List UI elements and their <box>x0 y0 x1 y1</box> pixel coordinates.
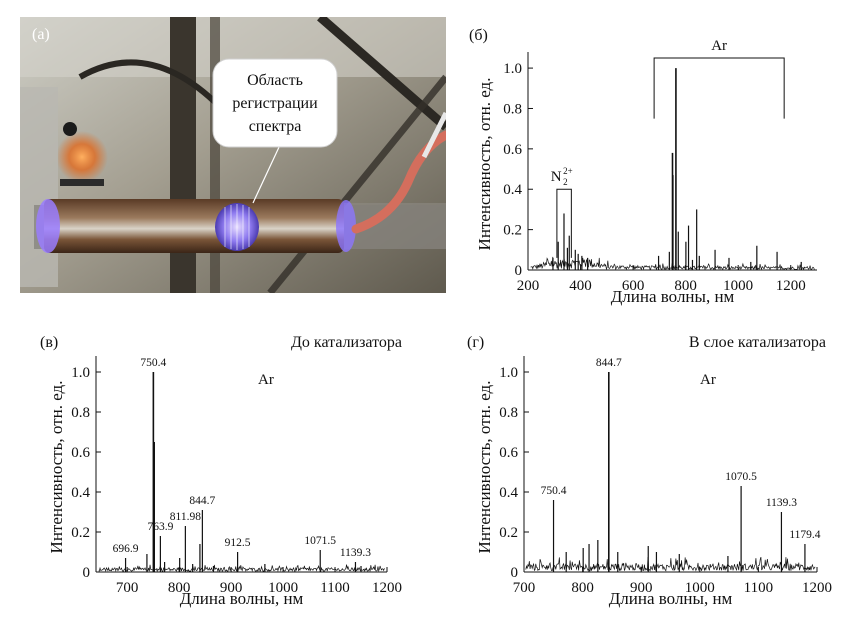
x-tick-label: 700 <box>116 580 139 596</box>
peak-label: 763.9 <box>147 521 173 533</box>
y-tick-label: 1.0 <box>499 365 518 381</box>
y-tick-label: 0.2 <box>71 525 90 541</box>
y-tick-label: 0.2 <box>503 223 522 239</box>
y-tick-label: 0.4 <box>71 485 90 501</box>
x-axis-label: Длина волны, нм <box>180 589 304 608</box>
y-tick-label: 0 <box>511 565 519 581</box>
callout-text-line3: спектра <box>249 118 302 135</box>
y-tick-label: 0.2 <box>499 525 518 541</box>
annotation-sup: 2+ <box>563 166 573 176</box>
x-axis-label: Длина волны, нм <box>609 589 733 608</box>
annotation-bracket <box>653 57 785 119</box>
chart-title: До катализатора <box>291 334 402 351</box>
chart-3: 0 0.2 0.4 0.6 0.8 1.0 700 800 900 1000 1100 1200 Дли… <box>467 334 832 608</box>
chart-title: В слое катализатора <box>689 334 826 351</box>
peak-label: 1139.3 <box>340 547 371 559</box>
x-tick-label: 1000 <box>685 580 715 596</box>
peak-label: 1179.4 <box>789 529 820 541</box>
peak-label: 750.4 <box>541 485 567 497</box>
annotation-bracket <box>556 188 572 258</box>
y-tick-label: 0.4 <box>499 485 518 501</box>
peak-label: 750.4 <box>140 357 166 369</box>
y-axis-label: Интенсивность, отн. ед. <box>475 78 494 251</box>
series-label: Ar <box>700 372 716 388</box>
panel-label: (в) <box>40 334 58 351</box>
callout-text-line1: Область <box>247 72 303 89</box>
peak-label: 1070.5 <box>725 471 757 483</box>
y-tick-label: 0 <box>83 565 91 581</box>
y-tick-label: 0.8 <box>71 405 90 421</box>
y-tick-label: 0.6 <box>503 142 522 158</box>
annotation-sub: 2 <box>563 177 568 187</box>
annotation-label: N <box>551 169 562 185</box>
x-tick-label: 400 <box>569 278 592 294</box>
peak-label: 811.98 <box>170 511 201 523</box>
x-tick-label: 1200 <box>802 580 832 596</box>
x-tick-label: 900 <box>630 580 653 596</box>
chart-2: 0 0.2 0.4 0.6 0.8 1.0 700 800 900 1000 1100 1200 Дли… <box>40 334 402 608</box>
x-tick-label: 800 <box>571 580 594 596</box>
x-tick-label: 900 <box>220 580 243 596</box>
x-tick-label: 800 <box>674 278 697 294</box>
y-tick-label: 1.0 <box>71 365 90 381</box>
chart-1: 0 0.2 0.4 0.6 0.8 1.0 200 400 600 800 1000 1200 Длин… <box>469 27 817 306</box>
x-axis-label: Длина волны, нм <box>611 287 735 306</box>
x-tick-label: 800 <box>168 580 191 596</box>
photo-panel: Область регистрации спектра (а) <box>20 17 446 293</box>
x-tick-label: 1000 <box>723 278 753 294</box>
spectrum-baseline <box>98 564 385 573</box>
y-tick-label: 0.8 <box>503 101 522 117</box>
y-axis-label: Интенсивность, отн. ед. <box>475 381 494 554</box>
panel-label: (г) <box>467 334 484 351</box>
panel-label: (б) <box>469 27 488 44</box>
x-tick-label: 1100 <box>320 580 349 596</box>
y-axis-label: Интенсивность, отн. ед. <box>47 381 66 554</box>
peak-label: 696.9 <box>113 543 139 555</box>
y-tick-label: 0.6 <box>499 445 518 461</box>
y-tick-label: 0.4 <box>503 182 522 198</box>
callout-text-line2: регистрации <box>232 95 318 112</box>
panel-label-a: (а) <box>32 26 50 43</box>
x-tick-label: 1100 <box>744 580 773 596</box>
peak-label: 844.7 <box>596 357 622 369</box>
x-tick-label: 1000 <box>268 580 298 596</box>
x-tick-label: 1200 <box>776 278 806 294</box>
annotation-label: Ar <box>711 38 727 54</box>
spectrum-baseline <box>525 556 816 572</box>
y-tick-label: 0.8 <box>499 405 518 421</box>
peak-label: 1071.5 <box>304 535 336 547</box>
series-label: Ar <box>258 372 274 388</box>
peak-label: 844.7 <box>189 495 215 507</box>
x-tick-label: 600 <box>622 278 645 294</box>
y-tick-label: 0.6 <box>71 445 90 461</box>
x-tick-label: 1200 <box>372 580 402 596</box>
peak-label: 912.5 <box>225 537 251 549</box>
x-tick-label: 700 <box>513 580 536 596</box>
y-tick-label: 0 <box>515 263 523 279</box>
x-tick-label: 200 <box>517 278 540 294</box>
y-tick-label: 1.0 <box>503 61 522 77</box>
peak-label: 1139.3 <box>766 497 797 509</box>
